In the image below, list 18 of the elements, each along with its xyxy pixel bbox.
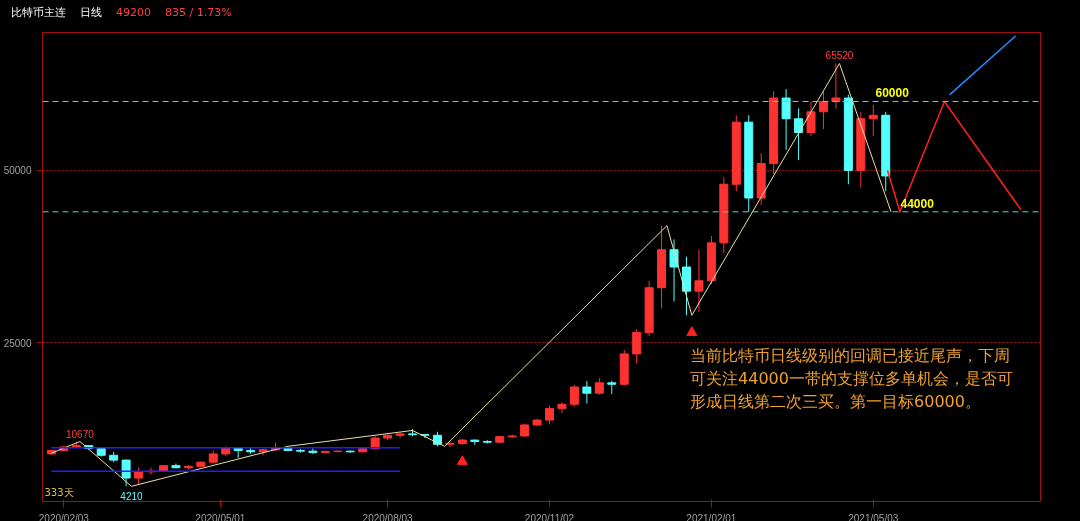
- annotation: 333天: [44, 486, 74, 498]
- text: 49200: [116, 6, 151, 19]
- chart-title: 比特币主连: [11, 6, 66, 19]
- x-tick-label: 2021/05/03: [848, 512, 899, 521]
- y-tick-label: 25000: [3, 337, 32, 349]
- y-tick-label: 50000: [3, 165, 32, 177]
- x-tick-label: 2020/08/03: [362, 512, 414, 521]
- chart-subtitle: 日线: [80, 6, 102, 19]
- text: 835 / 1.73%: [165, 6, 232, 19]
- annotation: 65520: [825, 50, 854, 62]
- annotation: 4210: [120, 491, 144, 503]
- x-tick-label: 2021/02/01: [686, 512, 737, 521]
- ref-line-label: 60000: [875, 86, 910, 101]
- x-tick-label: 2020/05/01: [195, 512, 246, 521]
- x-tick-label: 2020/02/03: [38, 512, 90, 521]
- annotation: 10670: [65, 428, 95, 440]
- x-tick-label: 2020/11/02: [524, 512, 575, 521]
- annotation: 当前比特币日线级别的回调已接近尾声，下周可关注44000一带的支撑位多单机会，是否可形成日线第二次三买。第一目标60000。: [690, 346, 1013, 411]
